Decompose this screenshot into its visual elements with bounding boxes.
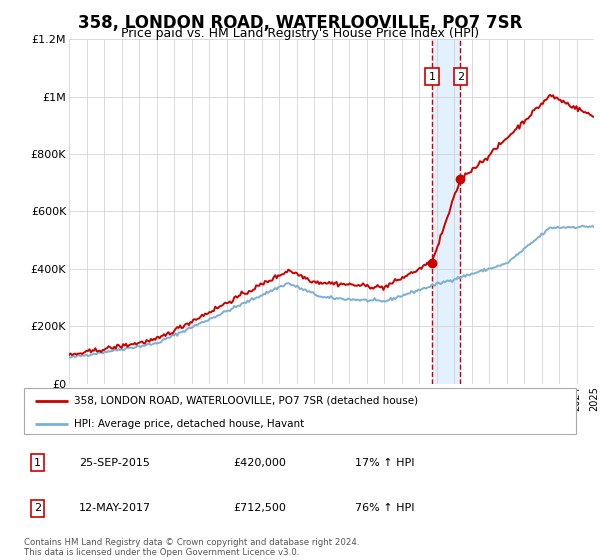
Text: HPI: Average price, detached house, Havant: HPI: Average price, detached house, Hava… <box>74 419 304 429</box>
Text: Price paid vs. HM Land Registry's House Price Index (HPI): Price paid vs. HM Land Registry's House … <box>121 27 479 40</box>
Text: Contains HM Land Registry data © Crown copyright and database right 2024.
This d: Contains HM Land Registry data © Crown c… <box>24 538 359 557</box>
FancyBboxPatch shape <box>24 388 576 434</box>
Text: 76% ↑ HPI: 76% ↑ HPI <box>355 503 415 514</box>
Text: 12-MAY-2017: 12-MAY-2017 <box>79 503 151 514</box>
Text: 25-SEP-2015: 25-SEP-2015 <box>79 458 150 468</box>
Bar <box>432 39 460 384</box>
Text: 2: 2 <box>457 72 464 82</box>
Text: 1: 1 <box>34 458 41 468</box>
Text: 17% ↑ HPI: 17% ↑ HPI <box>355 458 415 468</box>
Text: 1: 1 <box>428 72 436 82</box>
Text: 358, LONDON ROAD, WATERLOOVILLE, PO7 7SR (detached house): 358, LONDON ROAD, WATERLOOVILLE, PO7 7SR… <box>74 396 418 406</box>
Text: £712,500: £712,500 <box>234 503 287 514</box>
Text: 2: 2 <box>34 503 41 514</box>
Text: 358, LONDON ROAD, WATERLOOVILLE, PO7 7SR: 358, LONDON ROAD, WATERLOOVILLE, PO7 7SR <box>78 14 522 32</box>
Text: £420,000: £420,000 <box>234 458 287 468</box>
